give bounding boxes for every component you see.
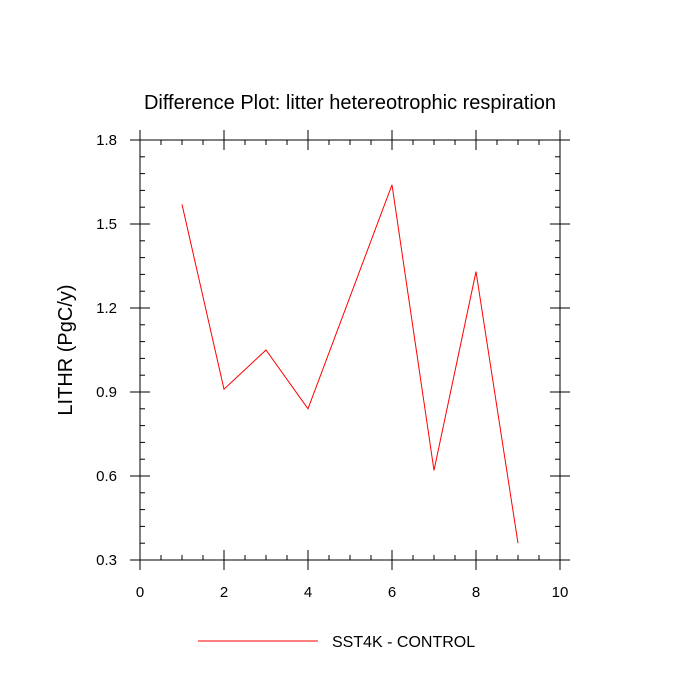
chart-title: Difference Plot: litter hetereotrophic r… (144, 92, 556, 114)
y-tick-label: 1.8 (96, 132, 117, 149)
series-layer (181, 184, 519, 544)
x-tick-label: 4 (304, 584, 312, 601)
y-axis-title: LITHR (PgC/y) (55, 284, 77, 415)
x-tick-label: 10 (552, 584, 569, 601)
y-tick-label: 0.9 (96, 384, 117, 401)
x-tick-label: 2 (220, 584, 228, 601)
legend-label-sst4k-control: SST4K - CONTROL (332, 634, 475, 651)
x-tick-label: 0 (136, 584, 144, 601)
x-tick-label: 6 (388, 584, 396, 601)
axis-ticks (130, 130, 570, 570)
legend: SST4K - CONTROL (198, 634, 475, 651)
y-tick-label: 0.6 (96, 468, 117, 485)
x-tick-label: 8 (472, 584, 480, 601)
series-line-sst4k-control (181, 184, 519, 544)
tick-labels: 0 2 4 6 8 10 0.3 0.6 0.9 1.2 1.5 1.8 (96, 132, 568, 601)
y-tick-label: 1.5 (96, 216, 117, 233)
y-tick-label: 0.3 (96, 552, 117, 569)
y-tick-label: 1.2 (96, 300, 117, 317)
plot-frame (139, 139, 561, 561)
